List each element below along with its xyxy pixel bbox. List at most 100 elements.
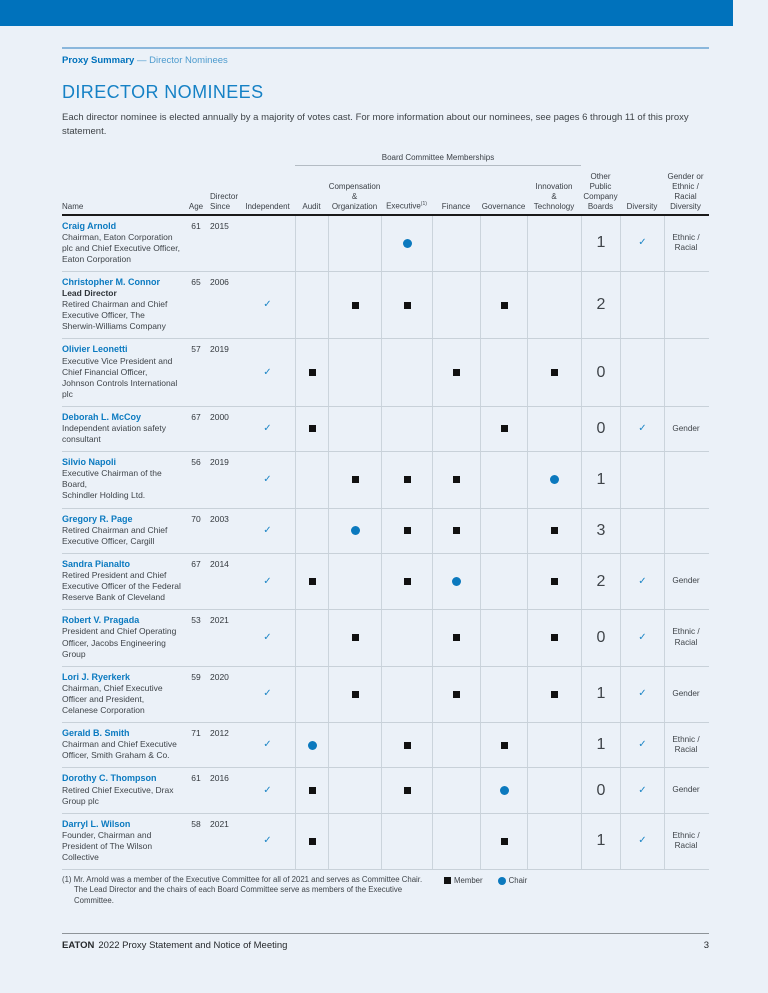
director-name-link[interactable]: Gerald B. Smith <box>62 728 130 739</box>
independent-cell: ✓ <box>240 667 295 722</box>
gender-ethnic-cell: Gender <box>664 406 707 452</box>
innovation-technology-cell <box>527 553 581 610</box>
director-name-link[interactable]: Olivier Leonetti <box>62 344 128 355</box>
breadcrumb-page: — Director Nominees <box>134 55 228 66</box>
innovation-technology-cell <box>527 768 581 813</box>
compensation-organization-cell <box>328 553 381 610</box>
finance-cell <box>432 339 480 406</box>
chair-circle-icon <box>452 577 461 587</box>
governance-cell <box>480 610 527 666</box>
compensation-organization-cell <box>328 508 381 553</box>
diversity-cell: ✓ <box>620 768 664 813</box>
member-square-icon <box>308 425 316 433</box>
director-description: Retired President and Chief Executive Of… <box>62 570 181 603</box>
legend-member: Member <box>444 876 483 885</box>
executive-cell <box>381 723 432 768</box>
breadcrumb-rule <box>62 47 709 49</box>
member-square-icon <box>403 787 411 795</box>
gender-ethnic-cell: Gender <box>664 768 707 813</box>
innovation-technology-cell <box>527 452 581 508</box>
innovation-technology-cell <box>527 339 581 406</box>
director-since-cell: 2015 <box>210 220 229 231</box>
independent-cell: ✓ <box>240 509 295 553</box>
director-name-link[interactable]: Gregory R. Page <box>62 513 133 524</box>
table-row: Craig Arnold Chairman, Eaton Corporation… <box>62 215 709 271</box>
director-name-link[interactable]: Robert V. Pragada <box>62 615 140 626</box>
col-header-finance: Finance <box>441 201 471 211</box>
other-boards-cell: 1 <box>581 452 620 508</box>
check-icon: ✓ <box>638 575 647 587</box>
table-row: Gerald B. Smith Chairman and Chief Execu… <box>62 722 709 768</box>
age-cell: 70 <box>191 513 201 524</box>
col-header-independent: Independent <box>245 201 290 211</box>
independent-cell <box>240 216 295 271</box>
executive-cell <box>381 339 432 406</box>
director-description: Executive Vice President and Chief Finan… <box>62 355 178 399</box>
page-number: 3 <box>703 939 709 951</box>
col-header-executive: Executive(1) <box>386 200 427 211</box>
director-name-link[interactable]: Craig Arnold <box>62 220 117 231</box>
executive-cell <box>381 452 432 508</box>
diversity-cell: ✓ <box>620 666 664 723</box>
col-header-name: Name <box>62 201 84 211</box>
member-square-icon <box>351 634 359 642</box>
chair-circle-icon <box>402 238 412 248</box>
finance-cell <box>432 271 480 339</box>
director-description: Chairman, Chief Executive Officer and Pr… <box>62 682 163 715</box>
audit-cell <box>295 452 328 508</box>
director-name-link[interactable]: Sandra Pianalto <box>62 558 131 569</box>
director-name-link[interactable]: Dorothy C. Thompson <box>62 773 157 784</box>
director-name-link[interactable]: Lori J. Ryerkerk <box>62 671 131 682</box>
audit-cell <box>295 666 328 723</box>
member-square-icon <box>500 837 508 845</box>
independent-cell: ✓ <box>240 723 295 767</box>
committee-group-header-row: Board Committee Memberships <box>62 153 709 166</box>
director-since-cell: 2016 <box>210 773 229 784</box>
table-row: Gregory R. Page Retired Chairman and Chi… <box>62 507 709 553</box>
table-row: Silvio Napoli Executive Chairman of the … <box>62 451 709 508</box>
check-icon: ✓ <box>263 784 272 796</box>
executive-cell <box>381 813 432 870</box>
member-square-icon <box>403 476 411 484</box>
compensation-organization-cell <box>328 768 381 813</box>
check-icon: ✓ <box>638 631 647 643</box>
executive-cell <box>381 768 432 813</box>
other-boards-cell: 0 <box>581 339 620 406</box>
governance-cell <box>480 508 527 553</box>
director-nominees-table: Board Committee Memberships Name Age Dir… <box>62 153 709 871</box>
finance-cell <box>432 723 480 768</box>
footnote-marker: (1) <box>62 875 72 885</box>
director-name-link[interactable]: Darryl L. Wilson <box>62 818 131 829</box>
director-description: Retired Chief Executive, Drax Group plc <box>62 784 174 806</box>
check-icon: ✓ <box>638 422 647 434</box>
audit-cell <box>295 553 328 610</box>
legend: Member Chair <box>444 875 527 885</box>
diversity-cell: ✓ <box>620 723 664 768</box>
director-since-cell: 2012 <box>210 728 229 739</box>
table-row: Christopher M. Connor Lead Director Reti… <box>62 270 709 339</box>
independent-cell: ✓ <box>240 452 295 507</box>
member-square-icon <box>551 578 558 586</box>
age-cell: 65 <box>191 276 201 287</box>
governance-cell <box>480 215 527 271</box>
director-name-link[interactable]: Christopher M. Connor <box>62 276 160 287</box>
check-icon: ✓ <box>638 835 647 847</box>
check-icon: ✓ <box>263 473 272 485</box>
director-since-cell: 2020 <box>210 671 229 682</box>
innovation-technology-cell <box>527 610 581 666</box>
director-name-link[interactable]: Silvio Napoli <box>62 457 117 468</box>
director-since-cell: 2000 <box>210 411 229 422</box>
check-icon: ✓ <box>263 524 272 536</box>
innovation-technology-cell <box>527 406 581 452</box>
other-boards-cell: 1 <box>581 813 620 870</box>
member-square-icon <box>453 369 460 377</box>
member-square-icon <box>403 527 411 535</box>
independent-cell: ✓ <box>240 768 295 812</box>
innovation-technology-cell <box>527 215 581 271</box>
compensation-organization-cell <box>328 406 381 452</box>
director-name-link[interactable]: Deborah L. McCoy <box>62 411 142 422</box>
member-square-icon <box>453 476 460 484</box>
member-square-icon <box>308 837 316 845</box>
finance-cell <box>432 406 480 452</box>
audit-cell <box>295 813 328 870</box>
